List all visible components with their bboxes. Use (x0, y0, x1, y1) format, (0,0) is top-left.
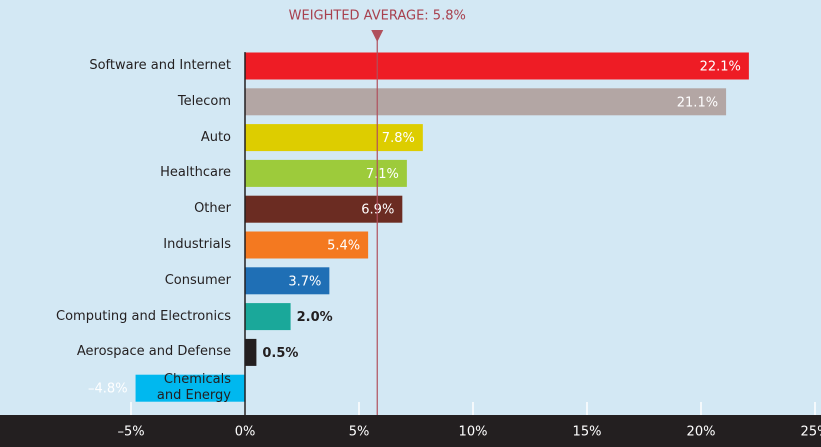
x-tick-label: 15% (573, 425, 602, 440)
bar (245, 231, 369, 259)
bar (245, 195, 403, 223)
x-tick-label: –5% (117, 425, 144, 440)
bar (135, 374, 245, 402)
bar (245, 159, 407, 187)
value-label: –4.8% (88, 382, 128, 397)
category-label: Aerospace and Defense (76, 344, 231, 360)
x-tick-label: 10% (459, 425, 488, 440)
x-tick-label: 20% (687, 425, 716, 440)
x-tick-label: 25% (801, 425, 821, 440)
bar (245, 52, 749, 80)
category-label: Telecom (177, 93, 231, 109)
bar (245, 124, 423, 152)
x-tick-label: 0% (235, 425, 256, 440)
value-label: 21.1% (677, 95, 718, 110)
x-tick-label: 5% (349, 425, 370, 440)
value-label: 5.4% (327, 239, 360, 254)
category-label: Consumer (164, 272, 231, 288)
value-label: 3.7% (288, 274, 321, 289)
category-label: Software and Internet (89, 58, 231, 73)
bar (245, 303, 291, 331)
bar (245, 338, 257, 366)
category-label: Industrials (163, 237, 231, 252)
value-label: 0.5% (262, 346, 298, 361)
category-label: Computing and Electronics (56, 308, 231, 324)
bar (245, 267, 330, 295)
category-label: Healthcare (160, 165, 231, 181)
category-label: Other (194, 201, 231, 217)
value-label: 7.8% (382, 131, 415, 146)
reference-marker (371, 30, 384, 42)
reference-label: WEIGHTED AVERAGE: 5.8% (289, 9, 466, 24)
category-label: Chemicals and Energy (156, 372, 231, 404)
axis-band (0, 415, 821, 447)
bar (245, 88, 727, 116)
category-label: Auto (200, 129, 231, 145)
value-label: 22.1% (700, 60, 741, 75)
value-label: 2.0% (297, 310, 333, 325)
value-label: 7.1% (366, 167, 399, 182)
